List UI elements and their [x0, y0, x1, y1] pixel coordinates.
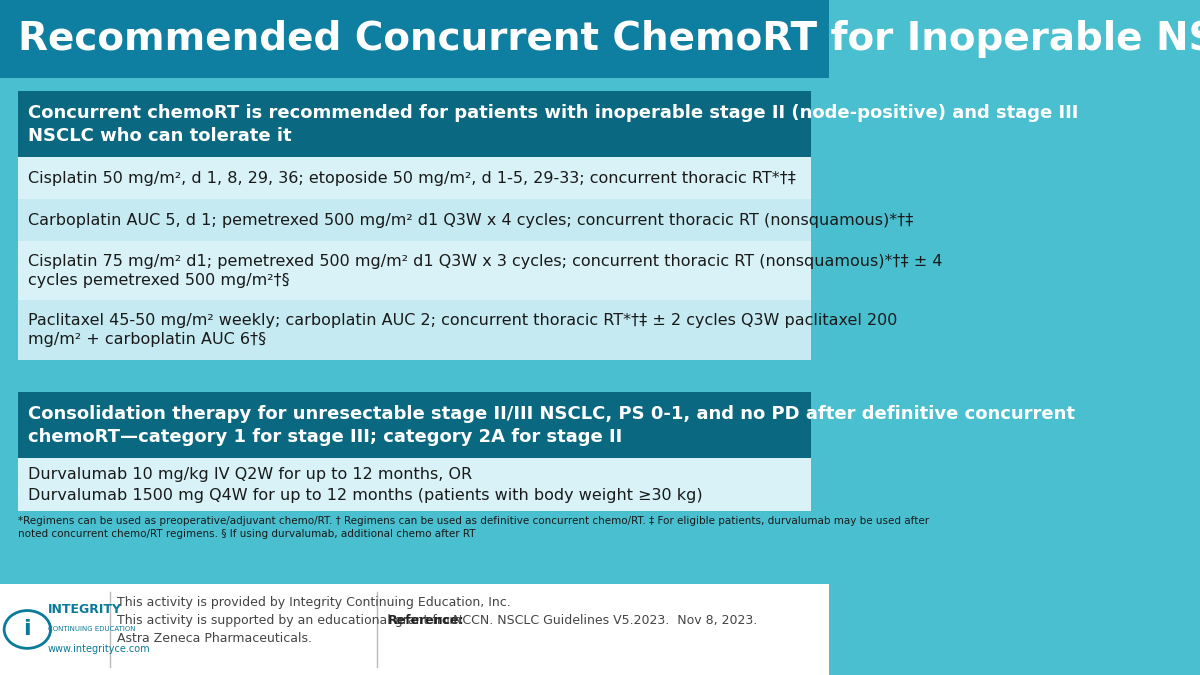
Text: Consolidation therapy for unresectable stage II/III NSCLC, PS 0-1, and no PD aft: Consolidation therapy for unresectable s…: [28, 405, 1075, 446]
Text: Cisplatin 75 mg/m² d1; pemetrexed 500 mg/m² d1 Q3W x 3 cycles; concurrent thorac: Cisplatin 75 mg/m² d1; pemetrexed 500 mg…: [28, 254, 943, 288]
FancyBboxPatch shape: [0, 0, 829, 78]
FancyBboxPatch shape: [18, 157, 811, 199]
FancyBboxPatch shape: [18, 392, 811, 458]
FancyBboxPatch shape: [18, 199, 811, 241]
FancyBboxPatch shape: [0, 584, 829, 675]
Text: NCCN. NSCLC Guidelines V5.2023.  Nov 8, 2023.: NCCN. NSCLC Guidelines V5.2023. Nov 8, 2…: [449, 614, 757, 627]
Text: Concurrent chemoRT is recommended for patients with inoperable stage II (node-po: Concurrent chemoRT is recommended for pa…: [28, 104, 1079, 144]
Text: Reference:: Reference:: [388, 614, 464, 627]
Text: Paclitaxel 45-50 mg/m² weekly; carboplatin AUC 2; concurrent thoracic RT*†‡ ± 2 : Paclitaxel 45-50 mg/m² weekly; carboplat…: [28, 313, 898, 347]
Text: i: i: [24, 620, 31, 639]
FancyBboxPatch shape: [18, 300, 811, 360]
Text: Cisplatin 50 mg/m², d 1, 8, 29, 36; etoposide 50 mg/m², d 1-5, 29-33; concurrent: Cisplatin 50 mg/m², d 1, 8, 29, 36; etop…: [28, 171, 796, 186]
FancyBboxPatch shape: [18, 458, 811, 511]
Text: Recommended Concurrent ChemoRT for Inoperable NSCLC: Recommended Concurrent ChemoRT for Inope…: [18, 20, 1200, 58]
Text: www.integrityce.com: www.integrityce.com: [48, 645, 151, 655]
Text: *Regimens can be used as preoperative/adjuvant chemo/RT. † Regimens can be used : *Regimens can be used as preoperative/ad…: [18, 516, 929, 539]
FancyBboxPatch shape: [18, 241, 811, 300]
FancyBboxPatch shape: [18, 91, 811, 157]
Text: Durvalumab 10 mg/kg IV Q2W for up to 12 months, OR
Durvalumab 1500 mg Q4W for up: Durvalumab 10 mg/kg IV Q2W for up to 12 …: [28, 466, 703, 503]
Text: INTEGRITY: INTEGRITY: [48, 603, 122, 616]
Text: Carboplatin AUC 5, d 1; pemetrexed 500 mg/m² d1 Q3W x 4 cycles; concurrent thora: Carboplatin AUC 5, d 1; pemetrexed 500 m…: [28, 213, 913, 227]
Text: CONTINUING EDUCATION: CONTINUING EDUCATION: [48, 626, 136, 632]
Text: This activity is provided by Integrity Continuing Education, Inc.
This activity : This activity is provided by Integrity C…: [116, 596, 511, 645]
